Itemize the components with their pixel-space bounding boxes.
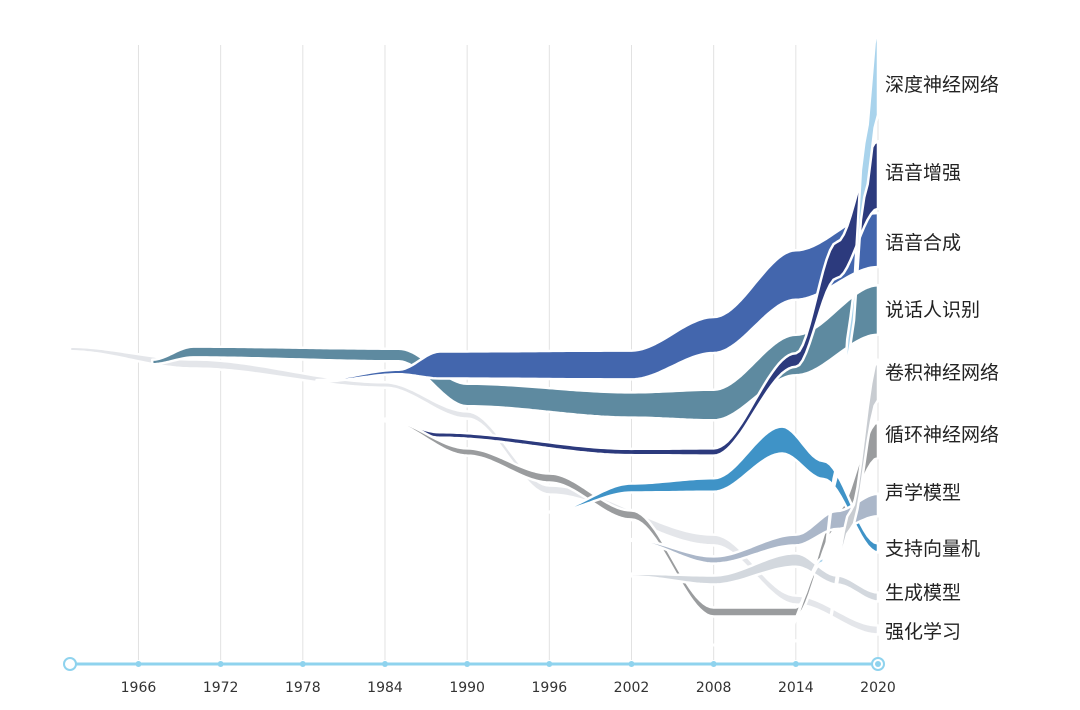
stream-3 <box>150 284 880 422</box>
x-tick-label: 1996 <box>532 680 568 696</box>
tick-group: 1966 1972 1978 1984 1990 1996 2002 2008 2014 2020 <box>121 661 896 696</box>
tick-dot <box>135 661 142 667</box>
tick-dot <box>792 661 799 667</box>
tick-dot <box>546 661 553 667</box>
axis-start-handle[interactable] <box>63 657 77 671</box>
series-label: 说话人识别 <box>885 299 981 321</box>
tick-dot <box>710 661 717 667</box>
x-tick-label: 1978 <box>285 680 321 696</box>
x-tick-label: 2002 <box>614 680 650 696</box>
stream-5 <box>383 417 880 618</box>
series-label: 卷积神经网络 <box>885 362 1000 384</box>
stream-0 <box>726 23 880 650</box>
x-tick-label: 2020 <box>860 680 896 696</box>
series-label: 声学模型 <box>885 482 962 504</box>
tick-dot <box>875 661 881 667</box>
series-label: 深度神经网络 <box>885 74 1000 96</box>
timeline-axis <box>63 657 885 671</box>
x-tick-label: 1984 <box>367 680 403 696</box>
tick-dot <box>381 661 388 667</box>
series-label: 支持向量机 <box>885 538 981 560</box>
tick-dot <box>217 661 224 667</box>
series-label: 语音合成 <box>885 232 962 254</box>
x-tick-label: 1966 <box>121 680 157 696</box>
stream-2 <box>315 211 880 384</box>
x-tick-label: 1972 <box>203 680 239 696</box>
series-label: 语音增强 <box>885 162 962 184</box>
stream-layers <box>68 23 880 650</box>
x-tick-label: 2008 <box>696 680 732 696</box>
series-label: 强化学习 <box>885 621 962 643</box>
stream-7 <box>548 425 880 554</box>
tick-dot <box>299 661 306 667</box>
series-label: 循环神经网络 <box>885 424 1000 446</box>
x-tick-label: 1990 <box>449 680 485 696</box>
x-tick-label: 2014 <box>778 680 814 696</box>
tick-dot <box>628 661 635 667</box>
series-label: 生成模型 <box>885 582 962 604</box>
stream-1 <box>383 140 880 457</box>
tick-dot <box>464 661 471 667</box>
